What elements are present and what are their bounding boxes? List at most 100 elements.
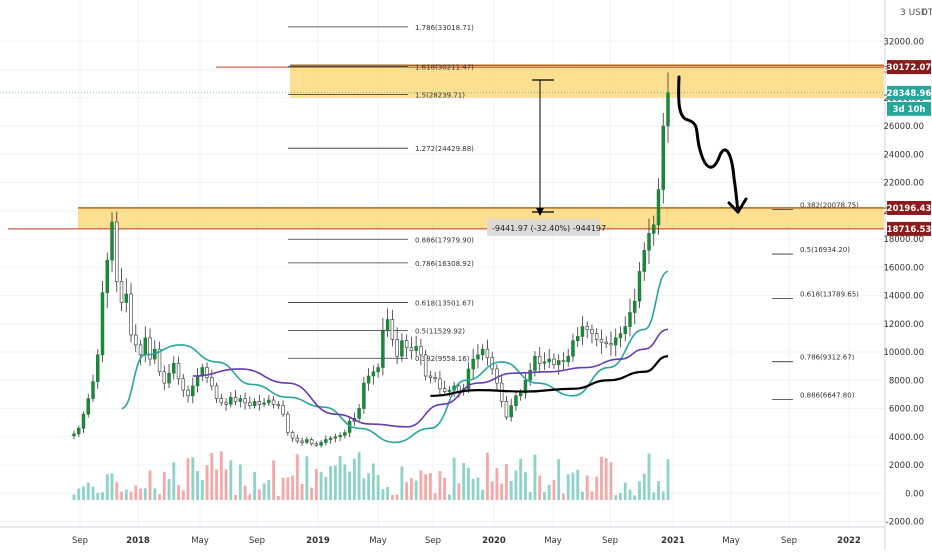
x-tick-label: 2018 [126, 536, 150, 546]
volume-bar [134, 485, 138, 500]
y-tick-label: 6000.00 [889, 405, 924, 415]
volume-bar [528, 492, 532, 500]
candle [252, 401, 257, 406]
candle [485, 348, 490, 358]
volume-bar [452, 457, 456, 500]
time-axis[interactable]: Sep 2018 May Sep 2019 May Sep 2020 May Sep 2021 May… [0, 526, 884, 546]
candle [390, 319, 395, 340]
volume-bar [457, 483, 461, 500]
candle [533, 355, 537, 371]
candle [305, 439, 309, 443]
volume-bar [652, 492, 656, 500]
volume-bar [405, 482, 409, 500]
fib-level-label: 0.786(9312.67) [800, 354, 855, 362]
volume-bar [291, 475, 295, 500]
candle [81, 413, 86, 429]
candle [381, 330, 385, 368]
volume-bar [590, 491, 594, 500]
volume-bar [533, 454, 537, 500]
candle [271, 399, 276, 405]
y-tick-label: 8000.00 [889, 376, 924, 386]
volume-bar [324, 477, 328, 500]
candle [290, 432, 295, 439]
volume-bar [562, 493, 565, 500]
volume-bar [158, 494, 161, 500]
volume-bar [257, 489, 261, 500]
volume-bar [96, 492, 100, 500]
volume-bar [428, 473, 432, 500]
volume-bar [205, 465, 209, 500]
volume-bar [657, 481, 660, 500]
candle [495, 368, 499, 384]
candle [366, 375, 371, 384]
volume-bar [238, 464, 242, 500]
price-axis[interactable]: 32000.0030000.0028000.0026000.0024000.00… [883, 0, 924, 550]
volume-bar [409, 478, 413, 500]
moving-average-line [192, 328, 669, 428]
candlesticks[interactable] [72, 72, 670, 448]
candle [267, 399, 271, 404]
candle [580, 326, 585, 337]
volume-bar [571, 472, 575, 500]
volume-bar [276, 495, 280, 500]
candle [438, 378, 442, 390]
measure-arrowhead [536, 208, 544, 216]
price-marker-label: 3d 10h [893, 105, 926, 115]
volume-bar [262, 483, 266, 500]
projection-arrowhead [727, 197, 748, 214]
volume-bar [633, 495, 637, 500]
candle [248, 402, 252, 406]
candle [138, 344, 143, 356]
volume-bar [485, 452, 489, 500]
volume-bar [148, 470, 152, 500]
volume-bar [167, 479, 171, 500]
volume-bar [82, 486, 85, 500]
volume-bar [395, 494, 399, 500]
candle [604, 341, 608, 344]
measure-label-box [487, 219, 600, 236]
candle [262, 402, 266, 405]
volume-bar [471, 478, 475, 500]
candle [124, 293, 128, 303]
candle [105, 259, 109, 293]
candle [224, 402, 228, 405]
candle [628, 312, 632, 327]
candle [414, 346, 418, 351]
candle [466, 368, 471, 390]
y-tick-label: 0.00 [905, 489, 924, 499]
candle [566, 355, 570, 363]
volume-bar [547, 484, 551, 500]
volume-bar [243, 485, 247, 500]
volume-bar [519, 458, 523, 500]
candle [642, 250, 646, 272]
price-markers: 30172.07 28348.96 3d 10h 20196.43 18716.53 [887, 60, 931, 236]
y-tick-label: 2000.00 [889, 461, 924, 471]
candle [96, 354, 100, 382]
volume-bar [538, 475, 542, 500]
candle [442, 388, 447, 392]
fib-level-label: 1.786(33018.71) [415, 24, 474, 32]
volume-bar [129, 491, 133, 500]
volume-bar [124, 489, 128, 500]
x-tick-label: 2020 [482, 536, 506, 546]
y-tick-label: 14000.00 [883, 292, 924, 302]
volume-bar [514, 470, 518, 500]
volume-bar [115, 482, 119, 500]
annotations: -9441.97 (-32.40%) -944197 [487, 75, 748, 236]
volume-bar [177, 485, 180, 500]
x-tick-label: 2019 [306, 536, 330, 546]
candle [333, 436, 338, 439]
y-tick-label: 4000.00 [889, 433, 924, 443]
volume-bar [438, 471, 442, 500]
volume-bar [272, 460, 276, 500]
volume-bars [72, 451, 670, 500]
volume-bar [105, 474, 109, 500]
volume-bar [162, 471, 166, 500]
candle [542, 361, 547, 364]
price-marker [887, 85, 931, 100]
y-tick-label: 26000.00 [883, 122, 924, 132]
volume-bar [120, 491, 123, 500]
volume-bar [476, 477, 480, 500]
x-tick-label: Sep [781, 536, 797, 546]
